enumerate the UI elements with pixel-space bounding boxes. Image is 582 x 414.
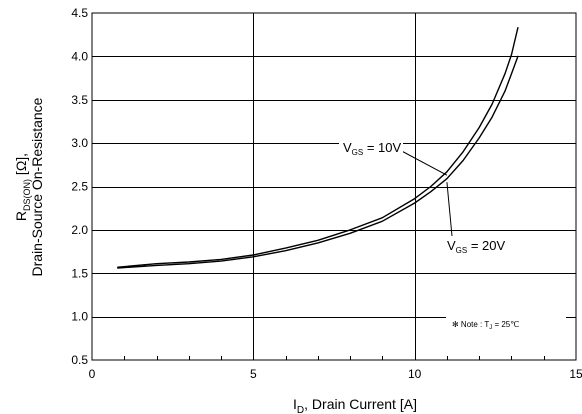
y-tick-label: 2.5 <box>71 180 88 194</box>
y-axis-title: RDS(ON) [Ω], Drain-Source On-Resistance <box>13 97 45 276</box>
x-axis-title: ID, Drain Current [A] <box>293 396 417 414</box>
grid-lines <box>92 13 576 360</box>
series-lines <box>117 27 519 269</box>
x-tick-label: 15 <box>569 367 582 381</box>
label-background-vgs-10v <box>339 139 403 157</box>
note-text: ✻ Note : TJ = 25℃ <box>452 320 519 331</box>
y-tick-label: 3.5 <box>71 93 88 107</box>
series-label-vgs-10v: VGS = 10V <box>343 140 402 157</box>
leader-line-vgs-20v <box>446 182 453 237</box>
y-tick-label: 2.0 <box>71 223 88 237</box>
y-tick-label: 4.0 <box>71 49 88 63</box>
y-tick-label: 1.5 <box>71 266 88 280</box>
y-axis-title-line1: RDS(ON) [Ω], <box>13 153 32 221</box>
note-background <box>446 316 566 332</box>
plot-frame <box>91 12 577 361</box>
annotations: VGS = 10V VGS = 20V ✻ Note : TJ = 25℃ <box>339 139 566 332</box>
y-tick-label: 1.0 <box>71 310 88 324</box>
y-tick-label: 3.0 <box>71 136 88 150</box>
series-line-vgs-10v <box>117 27 519 268</box>
y-tick-label: 4.5 <box>71 6 88 20</box>
series-label-vgs-20v: VGS = 20V <box>447 238 506 255</box>
x-tick-label: 0 <box>89 367 96 381</box>
series-line-vgs-20v <box>117 55 519 269</box>
label-background-vgs-20v <box>443 237 507 255</box>
leader-line-vgs-10v <box>395 147 448 176</box>
x-tick-label: 10 <box>408 367 422 381</box>
x-tick-label: 5 <box>250 367 257 381</box>
y-axis-title-line2: Drain-Source On-Resistance <box>29 97 45 276</box>
y-tick-label: 0.5 <box>71 353 88 367</box>
y-tick-labels: 0.5 1.0 1.5 2.0 2.5 3.0 3.5 4.0 4.5 <box>71 6 88 367</box>
x-tick-labels: 0 5 10 15 <box>89 367 582 381</box>
